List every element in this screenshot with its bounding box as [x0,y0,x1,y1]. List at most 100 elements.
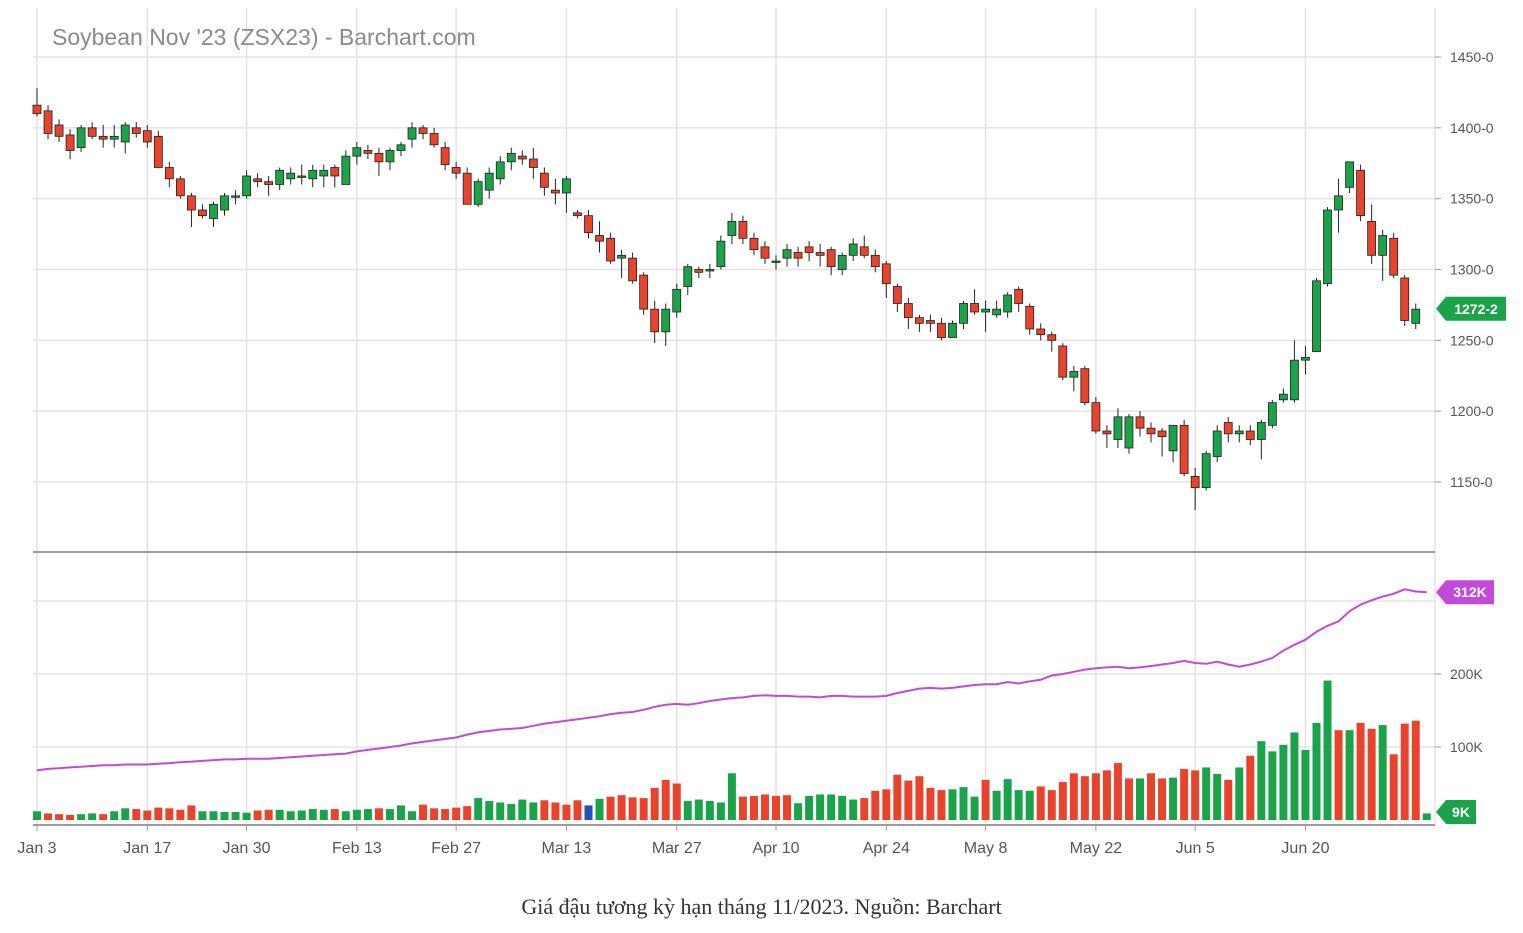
futures-chart: Soybean Nov '23 (ZSX23) - Barchart.com 1… [17,8,1506,857]
candle-body [1301,356,1310,361]
candle-body [1312,280,1321,353]
volume-bar [760,794,769,820]
volume-tick-label: 100K [1450,739,1483,755]
candle-body [892,286,902,304]
volume-bar [1080,776,1089,820]
candle-body [771,260,781,263]
volume-bar [595,798,604,820]
date-axis: Jan 3 Jan 17 Jan 30 Feb 13 Feb 27 Mar 13 Mar 2… [17,825,1330,857]
volume-bar [474,798,483,820]
volume-bar [937,790,946,820]
candle-body [1058,345,1068,378]
candle-body [440,147,450,166]
candle-body [87,127,97,137]
volume-bar [783,795,792,820]
open-interest-line [36,588,1427,772]
volume-bar [650,787,659,820]
candle-body [1356,169,1365,217]
candle-body [881,263,891,285]
volume-bar [1058,782,1067,820]
volume-bar [904,780,913,820]
candle-body [297,175,307,178]
candle-body [1179,424,1189,474]
candle-body [1389,237,1399,276]
price-tick-label: 1400-0 [1450,120,1494,136]
volume-bar [860,798,869,820]
volume-bar [1180,768,1189,820]
candle-body [286,172,296,180]
volume-bar [507,803,516,820]
volume-bar [992,790,1001,820]
candle-body [142,130,152,143]
candle-body [562,178,571,194]
volume-bar [463,806,472,820]
candle-body [76,127,86,149]
date-tick-label: Jun 20 [1281,840,1329,857]
volume-bar [1136,778,1144,820]
candle-body [1135,416,1145,429]
volume-bar [363,809,372,820]
volume-bar [1213,774,1222,820]
candle-body [1113,416,1123,440]
volume-bar [1389,754,1398,820]
candle-body [672,288,682,313]
last-price-badge-label: 1272-2 [1454,301,1498,317]
candle-body [1091,402,1101,432]
volume-bar [143,810,152,820]
volume-bar [948,789,957,820]
volume-bar [573,800,582,820]
candle-body [451,167,461,174]
candle-body [859,246,869,256]
volume-bar [540,800,549,820]
volume-bar [1246,755,1255,820]
volume-bar [33,811,41,820]
volume-bar [121,808,130,820]
candle-body [749,237,759,251]
value-badges: 1272-2 312K 9K [1436,296,1506,824]
candle-body [826,249,836,268]
volume-bar [661,779,670,820]
candle-body [187,195,196,211]
price-tick-label: 1450-0 [1450,49,1494,65]
candle-body [705,269,715,272]
volume-bar [1345,730,1354,820]
date-tick-label: Jun 5 [1176,840,1215,857]
candle-body [573,212,582,217]
volume-bar [738,796,747,820]
candle-body [970,303,979,313]
candle-body [275,169,285,185]
candle-body [981,308,990,313]
volume-bar [1069,773,1078,820]
date-tick-label: Jan 17 [123,840,171,857]
price-tick-label: 1250-0 [1450,332,1494,348]
candle-body [1014,288,1024,304]
volume-bar [716,802,725,820]
candle-body [937,322,946,338]
volume-bar [1312,722,1321,820]
candle-body [1223,422,1233,435]
volume-bar [99,814,108,820]
volume-bar [551,802,560,820]
volume-bar [187,805,196,820]
volume-bar [694,799,703,820]
candle-body [1334,195,1343,211]
candle-body [429,133,439,146]
candle-body [793,252,803,259]
volume-badge-shape [1436,800,1476,824]
candle-body [1378,235,1388,256]
date-tick-label: Feb 27 [431,840,481,857]
volume-axis: 100K 200K [1435,666,1483,755]
candle-body [473,181,483,205]
candle-body [1201,453,1211,489]
volume-bar [385,809,394,820]
volume-bar [683,801,692,820]
candle-body [120,124,130,143]
candle-body [407,127,417,140]
volume-bar [981,779,990,820]
volume-bar [1025,790,1034,820]
candle-body [815,252,825,256]
candle-body [1234,430,1244,435]
volume-bar [408,811,417,820]
volume-bar [1257,741,1266,820]
volume-bar [419,804,428,820]
